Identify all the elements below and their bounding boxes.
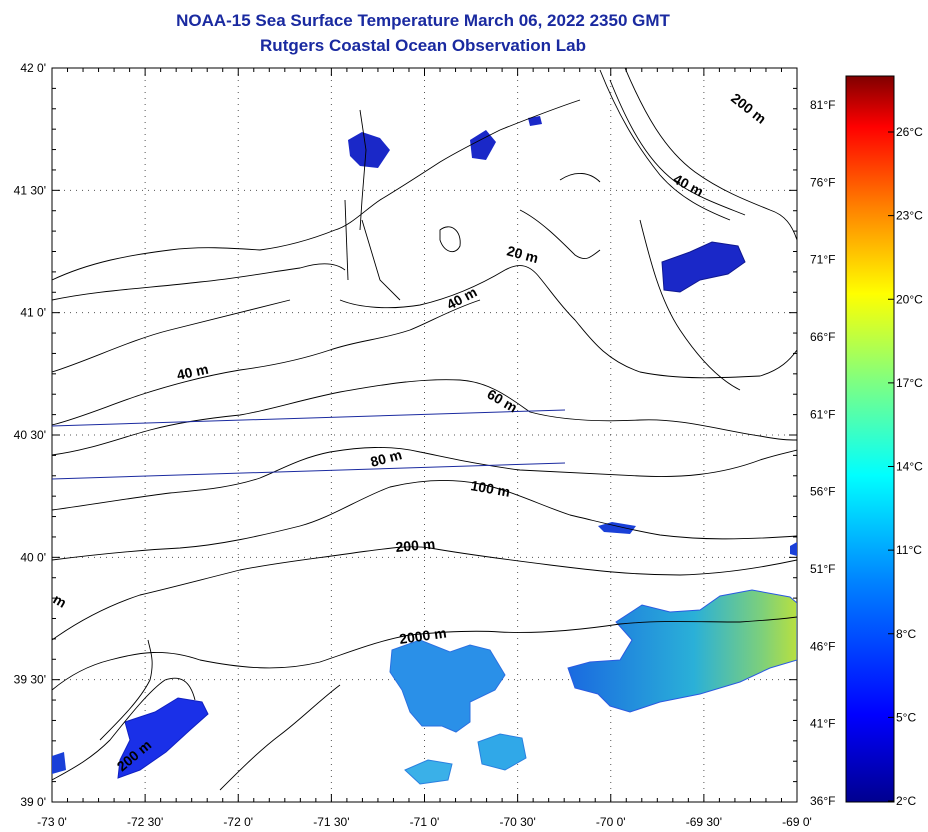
fahrenheit-tick-label: 36°F <box>810 794 835 808</box>
longitude-tick-label: -70 0' <box>596 815 626 829</box>
celsius-tick-label: 8°C <box>896 627 916 641</box>
longitude-tick-label: -71 30' <box>313 815 349 829</box>
fahrenheit-tick-label: 71°F <box>810 253 835 267</box>
longitude-tick-label: -72 0' <box>223 815 253 829</box>
sst-patch-northeast <box>661 241 746 293</box>
sst-patch-central-south2 <box>404 759 453 785</box>
longitude-tick-label: -71 0' <box>410 815 440 829</box>
celsius-tick-label: 26°C <box>896 125 923 139</box>
map-title: NOAA-15 Sea Surface Temperature March 06… <box>176 11 670 30</box>
longitude-tick-label: -69 30' <box>686 815 722 829</box>
celsius-tick-label: 2°C <box>896 794 916 808</box>
latitude-tick-label: 40 0' <box>20 550 46 564</box>
fahrenheit-tick-label: 56°F <box>810 485 835 499</box>
sst-patch-sound <box>348 132 390 168</box>
celsius-tick-label: 5°C <box>896 710 916 724</box>
latitude-tick-label: 40 30' <box>14 428 46 442</box>
depth-label: 100 m <box>469 477 511 500</box>
longitude-tick-label: -70 30' <box>499 815 535 829</box>
contour-100m <box>52 479 797 561</box>
celsius-tick-labels: 26°C 23°C 20°C 17°C 14°C 11°C 8°C 5°C 2°C <box>896 125 923 808</box>
fahrenheit-tick-label: 81°F <box>810 98 835 112</box>
fahrenheit-tick-label: 46°F <box>810 639 835 653</box>
fahrenheit-tick-labels: 81°F 76°F 71°F 66°F 61°F 56°F 51°F 46°F 41°F 36°F <box>810 98 835 808</box>
sst-patches <box>52 116 797 785</box>
depth-label: 200 m <box>395 536 436 555</box>
fahrenheit-tick-label: 41°F <box>810 717 835 731</box>
sst-patch-small <box>528 116 542 126</box>
longitude-tick-label: -72 30' <box>127 815 163 829</box>
latitude-tick-labels: 42 0' 41 30' 41 0' 40 30' 40 0' 39 30' 39 0' <box>14 61 46 809</box>
contour-200m <box>52 546 797 641</box>
sst-patch-southeast <box>567 589 797 713</box>
contour-40m-offshore <box>52 299 481 426</box>
fahrenheit-tick-label: 61°F <box>810 407 835 421</box>
contour-40m-west <box>52 299 291 373</box>
map-subtitle: Rutgers Coastal Ocean Observation Lab <box>260 36 586 55</box>
fahrenheit-tick-label: 66°F <box>810 330 835 344</box>
celsius-tick-label: 14°C <box>896 460 923 474</box>
longitude-tick-labels: -73 0' -72 30' -72 0' -71 30' -71 0' -70 30' -… <box>37 815 812 829</box>
depth-label: 80 m <box>369 446 404 470</box>
coastline <box>52 68 797 391</box>
sst-patch-sound2 <box>470 130 496 160</box>
longitude-tick-label: -69 0' <box>782 815 812 829</box>
latitude-tick-label: 39 0' <box>20 795 46 809</box>
track-lines <box>52 409 566 480</box>
colorbar <box>845 75 895 803</box>
fahrenheit-tick-label: 76°F <box>810 175 835 189</box>
contour-deep-west <box>52 677 196 781</box>
sst-patch-southwest <box>117 697 209 779</box>
contour-60m <box>52 379 797 456</box>
sst-patch-central-south <box>477 733 527 771</box>
sst-patch-central <box>389 639 506 733</box>
latitude-tick-label: 42 0' <box>20 61 46 75</box>
latitude-tick-label: 41 30' <box>14 183 46 197</box>
contour-2000m <box>52 616 797 691</box>
colorbar-ticks <box>888 131 894 802</box>
depth-label: 20 m <box>505 242 540 266</box>
celsius-tick-label: 20°C <box>896 292 923 306</box>
depth-label: 2000 m <box>398 625 447 647</box>
celsius-tick-label: 17°C <box>896 376 923 390</box>
depth-contours <box>52 299 797 791</box>
sst-patch-edge3 <box>790 542 797 556</box>
celsius-tick-label: 11°C <box>896 543 922 557</box>
latitude-tick-label: 39 30' <box>14 673 46 687</box>
fahrenheit-tick-label: 51°F <box>810 562 835 576</box>
celsius-tick-label: 23°C <box>896 209 923 223</box>
depth-label: 40 m <box>175 361 210 383</box>
contour-80m <box>52 447 797 511</box>
longitude-tick-label: -73 0' <box>37 815 67 829</box>
sst-patch-edge2 <box>52 752 66 774</box>
sst-patch-edge <box>598 522 636 534</box>
latitude-tick-label: 41 0' <box>20 306 46 320</box>
